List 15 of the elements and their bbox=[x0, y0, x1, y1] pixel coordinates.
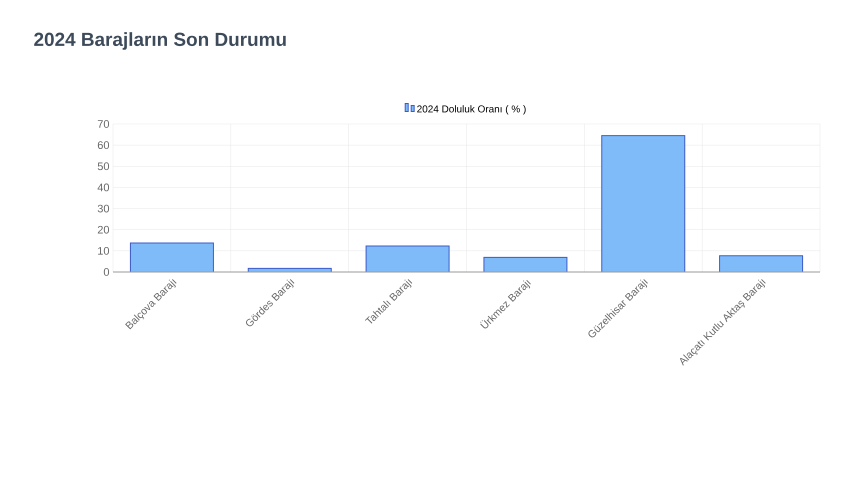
bar bbox=[719, 255, 804, 272]
y-tick-label: 40 bbox=[98, 184, 110, 192]
y-tick-label: 0 bbox=[104, 268, 110, 276]
y-tick-label: 60 bbox=[98, 141, 110, 150]
legend-label: 2024 Doluluk Oranı ( % ) bbox=[417, 105, 526, 114]
y-tick-label: 20 bbox=[98, 226, 110, 234]
y-tick-label: 30 bbox=[98, 204, 110, 212]
y-tick-label: 10 bbox=[98, 246, 110, 255]
bar bbox=[130, 242, 214, 272]
y-tick-label: 50 bbox=[98, 162, 110, 170]
chart-title: 2024 Barajların Son Durumu bbox=[34, 32, 286, 50]
y-tick-label: 70 bbox=[98, 120, 110, 128]
bar bbox=[366, 245, 450, 272]
bar bbox=[601, 135, 686, 272]
bar bbox=[483, 256, 568, 272]
